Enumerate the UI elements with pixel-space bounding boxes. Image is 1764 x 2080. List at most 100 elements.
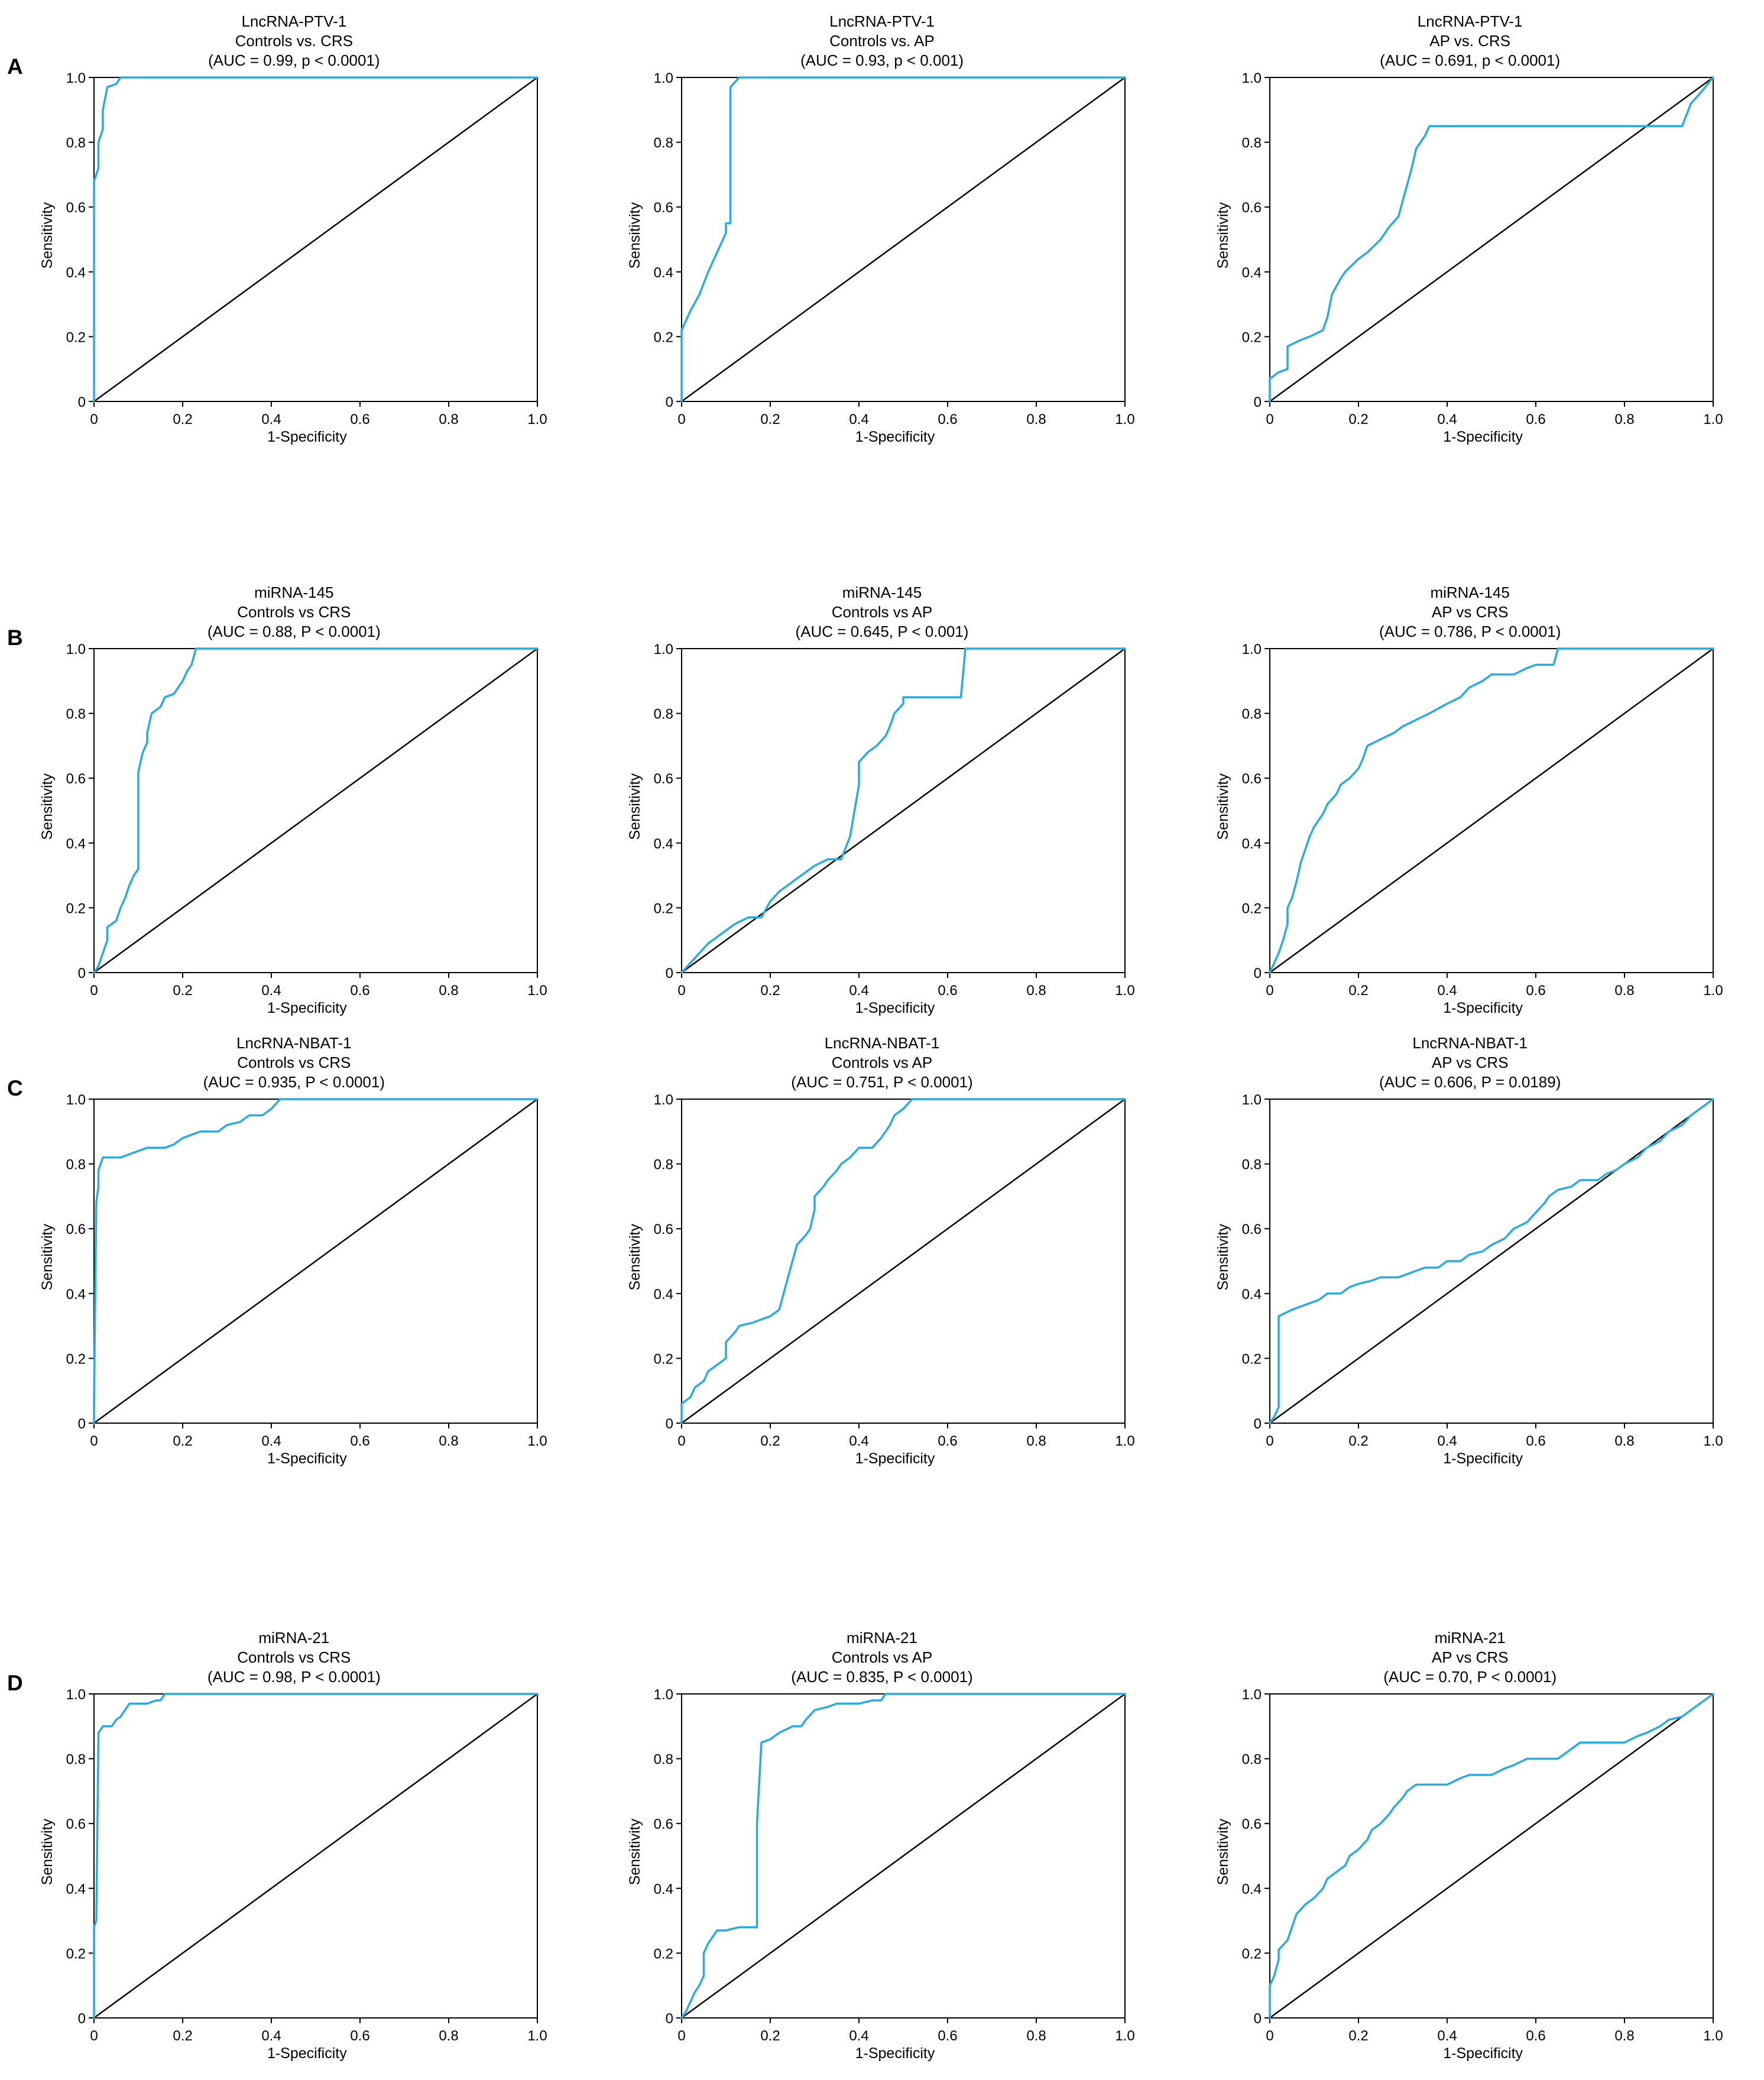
plot-area: Sensitivity 0 0.2 0.4 0.6 0.8 1.0 0 0.2 0.4 0.6 0.8… <box>39 1689 549 2045</box>
roc-plot: 0 0.2 0.4 0.6 0.8 1.0 0 0.2 0.4 0.6 0.8 1.0 <box>654 73 1135 427</box>
chart-title-line: (AUC = 0.835, P < 0.0001) <box>791 1668 973 1686</box>
chart-title-line: Controls vs. AP <box>829 32 935 50</box>
y-tick-label: 0.6 <box>1242 200 1262 216</box>
x-tick-label: 0.8 <box>1027 983 1046 999</box>
plot-area: Sensitivity 0 0.2 0.4 0.6 0.8 1.0 0 0.2 0.4 0.6 0.8… <box>39 1094 549 1450</box>
x-tick-label: 1.0 <box>1703 983 1723 999</box>
chart-title-line: LncRNA-PTV-1 <box>241 12 347 30</box>
x-tick-label: 0 <box>678 412 686 427</box>
x-axis-label: 1-Specificity <box>1443 1000 1523 1016</box>
y-tick-label: 0 <box>666 966 673 981</box>
chart-title-line: miRNA-145 <box>1430 584 1510 601</box>
chart-title-line: Controls vs AP <box>831 1648 933 1666</box>
y-tick-label: 0.4 <box>66 836 85 852</box>
chart-title: miRNA-145 AP vs CRS (AUC = 0.786, P < 0.00… <box>1379 583 1561 642</box>
chart-title-line: AP vs CRS <box>1431 1054 1509 1071</box>
x-tick-label: 0.8 <box>1614 2028 1634 2044</box>
y-tick-label: 0.4 <box>1242 1881 1262 1897</box>
figure-row-c: C LncRNA-NBAT-1 Controls vs CRS (AUC = 0.93… <box>0 1033 1764 1467</box>
chart-title: miRNA-21 Controls vs AP (AUC = 0.835, P < … <box>791 1628 972 1687</box>
x-axis-label: 1-Specificity <box>855 2045 935 2062</box>
y-tick-label: 0.2 <box>66 1351 85 1367</box>
x-tick-label: 1.0 <box>527 1433 547 1449</box>
x-tick-label: 1.0 <box>1116 412 1135 427</box>
x-axis-label: 1-Specificity <box>855 1450 935 1467</box>
reference-diagonal-line <box>93 647 538 974</box>
chart-title-line: (AUC = 0.93, p < 0.001) <box>800 51 964 69</box>
roc-curve <box>93 76 539 403</box>
x-tick-label: 0.2 <box>761 1433 780 1449</box>
y-axis-label: Sensitivity <box>627 202 644 269</box>
roc-panel-c3: LncRNA-NBAT-1 AP vs CRS (AUC = 0.606, P = … <box>1176 1033 1764 1467</box>
roc-plot: 0 0.2 0.4 0.6 0.8 1.0 0 0.2 0.4 0.6 0.8 1.0 <box>66 1689 547 2044</box>
y-axis-label: Sensitivity <box>38 1223 56 1291</box>
y-tick-label: 0 <box>1254 394 1262 410</box>
chart-title-line: miRNA-21 <box>1434 1629 1506 1647</box>
reference-diagonal-line <box>93 76 538 403</box>
y-axis-label: Sensitivity <box>38 202 56 269</box>
panel-grid: miRNA-145 Controls vs CRS (AUC = 0.88, P <… <box>0 583 1764 1017</box>
y-tick-label: 0 <box>77 2011 85 2027</box>
chart-title-line: miRNA-145 <box>842 584 922 601</box>
y-tick-label: 0 <box>77 394 85 410</box>
chart-title-line: LncRNA-NBAT-1 <box>236 1034 352 1052</box>
plot-frame <box>681 1099 1126 1424</box>
x-tick-label: 0.8 <box>1027 2028 1046 2044</box>
y-tick-label: 0.2 <box>66 329 85 345</box>
y-tick-label: 0 <box>666 2011 673 2027</box>
x-tick-label: 1.0 <box>1116 1433 1135 1449</box>
x-tick-label: 0.8 <box>439 983 458 999</box>
x-tick-label: 0.2 <box>1348 983 1368 999</box>
chart-title-line: (AUC = 0.70, P < 0.0001) <box>1383 1668 1557 1686</box>
x-tick-label: 1.0 <box>1703 2028 1723 2044</box>
x-tick-label: 0.2 <box>173 412 192 427</box>
x-tick-label: 0.6 <box>938 983 958 999</box>
chart-title: miRNA-21 Controls vs CRS (AUC = 0.98, P < … <box>207 1628 381 1687</box>
chart-title-line: Controls vs CRS <box>237 1648 351 1666</box>
chart-title: LncRNA-PTV-1 Controls vs. CRS (AUC = 0.99,… <box>208 12 380 70</box>
x-tick-label: 0.8 <box>439 2028 458 2044</box>
x-tick-label: 1.0 <box>1703 1433 1723 1449</box>
y-tick-label: 0.2 <box>1242 1351 1262 1367</box>
y-tick-label: 0 <box>77 1416 85 1432</box>
plot-area: Sensitivity 0 0.2 0.4 0.6 0.8 1.0 0 0.2 0.4 0.6 0.8… <box>39 644 549 1000</box>
y-tick-label: 0.6 <box>1242 1816 1262 1832</box>
y-tick-label: 1.0 <box>1242 644 1262 657</box>
roc-panel-d1: miRNA-21 Controls vs CRS (AUC = 0.98, P < … <box>0 1628 588 2062</box>
chart-title-line: AP vs. CRS <box>1429 32 1511 50</box>
plot-frame <box>1269 1099 1714 1424</box>
y-tick-label: 1.0 <box>1242 1094 1262 1108</box>
y-tick-label: 0.2 <box>1242 900 1262 916</box>
chart-title-line: (AUC = 0.691, p < 0.0001) <box>1380 51 1561 69</box>
roc-panel-d2: miRNA-21 Controls vs AP (AUC = 0.835, P < … <box>588 1628 1176 2062</box>
plot-area: Sensitivity 0 0.2 0.4 0.6 0.8 1.0 0 0.2 0.4 0.6 0.8… <box>627 1689 1137 2045</box>
y-tick-label: 0.4 <box>654 1287 673 1303</box>
y-tick-label: 0.4 <box>654 836 673 852</box>
x-tick-label: 0.4 <box>261 412 281 427</box>
x-tick-label: 0 <box>90 983 98 999</box>
chart-title: miRNA-145 Controls vs AP (AUC = 0.645, P <… <box>796 583 969 642</box>
y-tick-label: 0.4 <box>66 1287 85 1303</box>
x-tick-label: 0.6 <box>938 1433 958 1449</box>
y-tick-label: 1.0 <box>654 73 673 86</box>
x-tick-label: 0.6 <box>350 983 369 999</box>
y-tick-label: 0.2 <box>66 900 85 916</box>
x-tick-label: 0 <box>90 1433 98 1449</box>
y-tick-label: 0 <box>666 394 673 410</box>
x-tick-label: 0.6 <box>350 1433 369 1449</box>
chart-title-line: LncRNA-NBAT-1 <box>1412 1034 1528 1052</box>
roc-panel-b3: miRNA-145 AP vs CRS (AUC = 0.786, P < 0.00… <box>1176 583 1764 1017</box>
chart-title-line: Controls vs CRS <box>237 603 351 621</box>
plot-area: Sensitivity 0 0.2 0.4 0.6 0.8 1.0 0 0.2 0.4 0.6 0.8… <box>1215 1689 1725 2045</box>
x-tick-label: 0.6 <box>1526 983 1545 999</box>
y-tick-label: 0 <box>77 966 85 981</box>
x-tick-label: 1.0 <box>1116 2028 1135 2044</box>
chart-title: miRNA-145 Controls vs CRS (AUC = 0.88, P <… <box>207 583 381 642</box>
x-tick-label: 0 <box>678 983 686 999</box>
figure-rows: A LncRNA-PTV-1 Controls vs. CRS (AUC = 0.99… <box>0 12 1764 2062</box>
roc-curve <box>93 1098 539 1424</box>
y-tick-label: 1.0 <box>654 1689 673 1703</box>
plot-area: Sensitivity 0 0.2 0.4 0.6 0.8 1.0 0 0.2 0.4 0.6 0.8… <box>627 1094 1137 1450</box>
x-tick-label: 0.4 <box>261 2028 281 2044</box>
roc-plot: 0 0.2 0.4 0.6 0.8 1.0 0 0.2 0.4 0.6 0.8 1.0 <box>1242 1689 1723 2044</box>
